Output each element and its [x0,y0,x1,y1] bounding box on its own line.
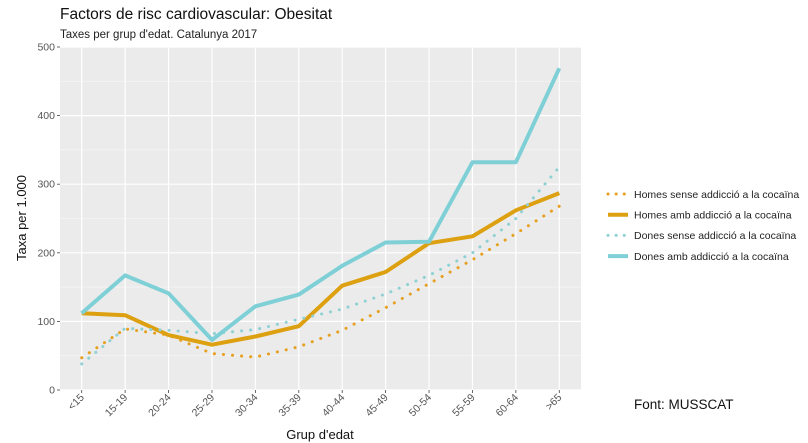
legend-label: Homes amb addicció a la cocaïna [634,210,792,222]
y-tick-label: 400 [37,110,55,122]
source-note: Font: MUSSCAT [634,397,734,412]
x-axis: <15 15-19 20-24 25-29 30-34 35-39 40-44 45-49 50… [66,390,565,419]
series-line [80,67,562,342]
legend: Homes sense addicció a la cocaïna Homes a… [606,189,799,263]
grid-major [60,46,581,391]
y-tick-label: 100 [37,316,55,328]
legend-label: Dones sense addicció a la cocaïna [634,230,796,242]
x-tick-label: 35-39 [276,392,304,420]
series-line [80,204,561,360]
y-tick-label: 300 [37,179,55,191]
x-tick-label: 60-64 [494,392,522,420]
chart-title: Factors de risc cardiovascular: Obesitat [60,6,333,23]
y-tick-label: 0 [49,385,55,397]
y-axis-title: Taxa per 1.000 [14,175,29,261]
x-tick-label: 50-54 [407,392,435,420]
series-line [81,191,561,347]
x-tick-label: 30-34 [233,392,261,420]
series-layer [80,67,562,366]
chart-subtitle: Taxes per grup d'edat. Catalunya 2017 [60,29,258,41]
legend-label: Homes sense addicció a la cocaïna [634,189,799,201]
x-tick-label: 25-29 [190,392,218,420]
x-tick-label: 15-19 [103,392,131,420]
y-axis: 0 100 200 300 400 500 [37,42,60,397]
x-tick-label: 20-24 [146,392,174,420]
x-tick-label: >65 [543,392,564,413]
x-tick-label: 55-59 [450,392,478,420]
x-tick-label: 45-49 [363,392,391,420]
series-line [80,165,561,366]
y-tick-label: 200 [37,247,55,259]
x-axis-title: Grup d'edat [286,427,354,442]
legend-label: Dones amb addicció a la cocaïna [634,251,789,263]
x-tick-label: <15 [66,392,87,413]
y-tick-label: 500 [37,42,55,54]
grid-minor [60,80,581,357]
x-tick-label: 40-44 [320,392,348,420]
